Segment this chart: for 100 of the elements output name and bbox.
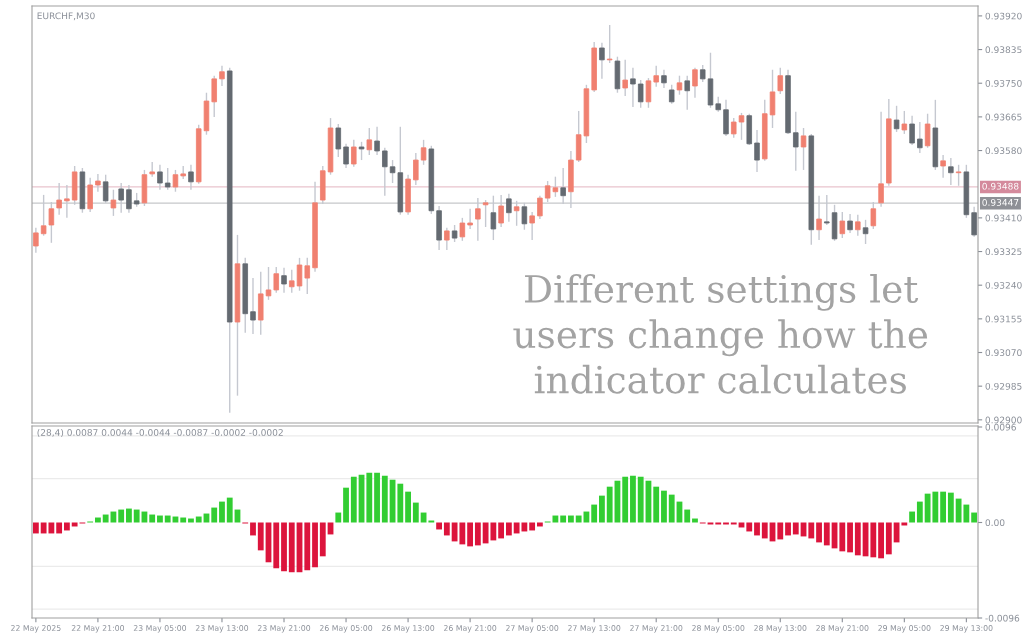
- candlestick: [475, 197, 481, 242]
- bar: [622, 476, 629, 523]
- bar: [661, 490, 667, 523]
- bar: [746, 522, 753, 532]
- candlestick: [405, 174, 411, 216]
- chart-title: (28,4) 0.0087 0.0044 -0.0044 -0.0087 -0.0002 -0.0002: [37, 428, 283, 437]
- candlestick: [506, 193, 512, 223]
- candlestick: [529, 211, 535, 241]
- text: EURCHF,M30: [37, 12, 95, 21]
- candlestick: [847, 213, 853, 234]
- candlestick: [754, 129, 760, 173]
- candlestick: [878, 111, 884, 208]
- candlestick: [64, 184, 70, 219]
- bar: [374, 472, 380, 523]
- bar: [816, 522, 822, 543]
- bar: [474, 522, 481, 546]
- y-tick-label: -0.0096: [985, 614, 1020, 622]
- y-tick-label: 0.93410: [985, 214, 1022, 222]
- bar: [777, 522, 784, 540]
- candlestick: [95, 173, 101, 193]
- bar: [947, 492, 954, 523]
- y-tick-label: 0.93325: [985, 248, 1022, 256]
- bar: [568, 515, 574, 523]
- ref-line-label: 0.93488: [982, 182, 1019, 190]
- bar: [823, 522, 830, 546]
- bar: [397, 483, 404, 523]
- bar: [870, 522, 877, 558]
- bar: [909, 511, 915, 523]
- bar: [102, 514, 109, 523]
- bar: [940, 491, 947, 523]
- candlestick: [250, 277, 256, 335]
- bar: [591, 504, 598, 523]
- bar: [630, 475, 636, 523]
- candlestick: [312, 181, 318, 273]
- bar: [885, 522, 892, 555]
- bar: [436, 522, 442, 530]
- candlestick: [126, 184, 132, 214]
- candlestick: [234, 234, 241, 397]
- y-tick-label: 0.93155: [985, 315, 1022, 323]
- bar: [304, 522, 311, 571]
- bar: [133, 509, 140, 523]
- bar: [164, 515, 171, 523]
- y-tick-label: 0.92900: [985, 416, 1022, 424]
- bar: [319, 522, 326, 557]
- bar: [273, 522, 280, 569]
- bar: [226, 497, 233, 523]
- y-tick-label: 0.93835: [985, 46, 1022, 54]
- bar: [405, 491, 411, 523]
- bar: [854, 522, 861, 556]
- bar: [785, 522, 791, 536]
- bar: [599, 495, 605, 523]
- y-tick-label: 0.93580: [985, 147, 1022, 155]
- bar: [505, 522, 512, 536]
- bar: [971, 512, 978, 523]
- bar: [250, 522, 256, 536]
- candlestick: [33, 227, 39, 254]
- bar: [606, 486, 613, 523]
- bar: [366, 472, 373, 523]
- candlestick: [219, 65, 225, 87]
- candlestick: [56, 182, 62, 216]
- bar: [288, 522, 295, 573]
- candlestick: [816, 194, 822, 241]
- bar: [684, 509, 691, 523]
- bar: [498, 522, 505, 539]
- bar: [847, 522, 853, 553]
- y-tick-label: 0.93750: [985, 79, 1022, 87]
- bar: [761, 522, 768, 539]
- annotation: Different settings let users change how the indicator calculates: [513, 273, 928, 394]
- bar: [878, 522, 884, 559]
- bar: [118, 509, 125, 523]
- bar: [443, 522, 450, 536]
- bar: [56, 522, 63, 534]
- bar: [126, 508, 132, 523]
- y-tick-label: 0.93920: [985, 12, 1022, 20]
- bar: [335, 512, 342, 523]
- bar: [219, 501, 225, 523]
- bar: [32, 522, 39, 534]
- bar: [560, 515, 567, 523]
- bar: [808, 522, 815, 539]
- candlestick: [661, 69, 667, 89]
- y-tick-label: 0.93240: [985, 281, 1022, 289]
- y-tick-label: 0.93070: [985, 349, 1022, 357]
- bar: [536, 522, 543, 527]
- candlestick: [568, 150, 574, 209]
- bar: [257, 522, 264, 551]
- candlestick: [622, 59, 628, 97]
- candlestick: [343, 143, 349, 169]
- bar: [575, 515, 582, 523]
- candlestick: [793, 111, 799, 172]
- candlestick: [498, 194, 504, 228]
- bar: [211, 507, 218, 523]
- bar: [157, 515, 163, 523]
- candlestick: [281, 267, 287, 294]
- bar: [312, 522, 318, 568]
- bar: [343, 487, 349, 523]
- candlestick: [374, 126, 380, 156]
- y-tick-label: 0.00: [985, 519, 1005, 527]
- candlestick: [467, 208, 473, 230]
- bar: [792, 522, 799, 535]
- y-tick-label: 0.92985: [985, 382, 1022, 390]
